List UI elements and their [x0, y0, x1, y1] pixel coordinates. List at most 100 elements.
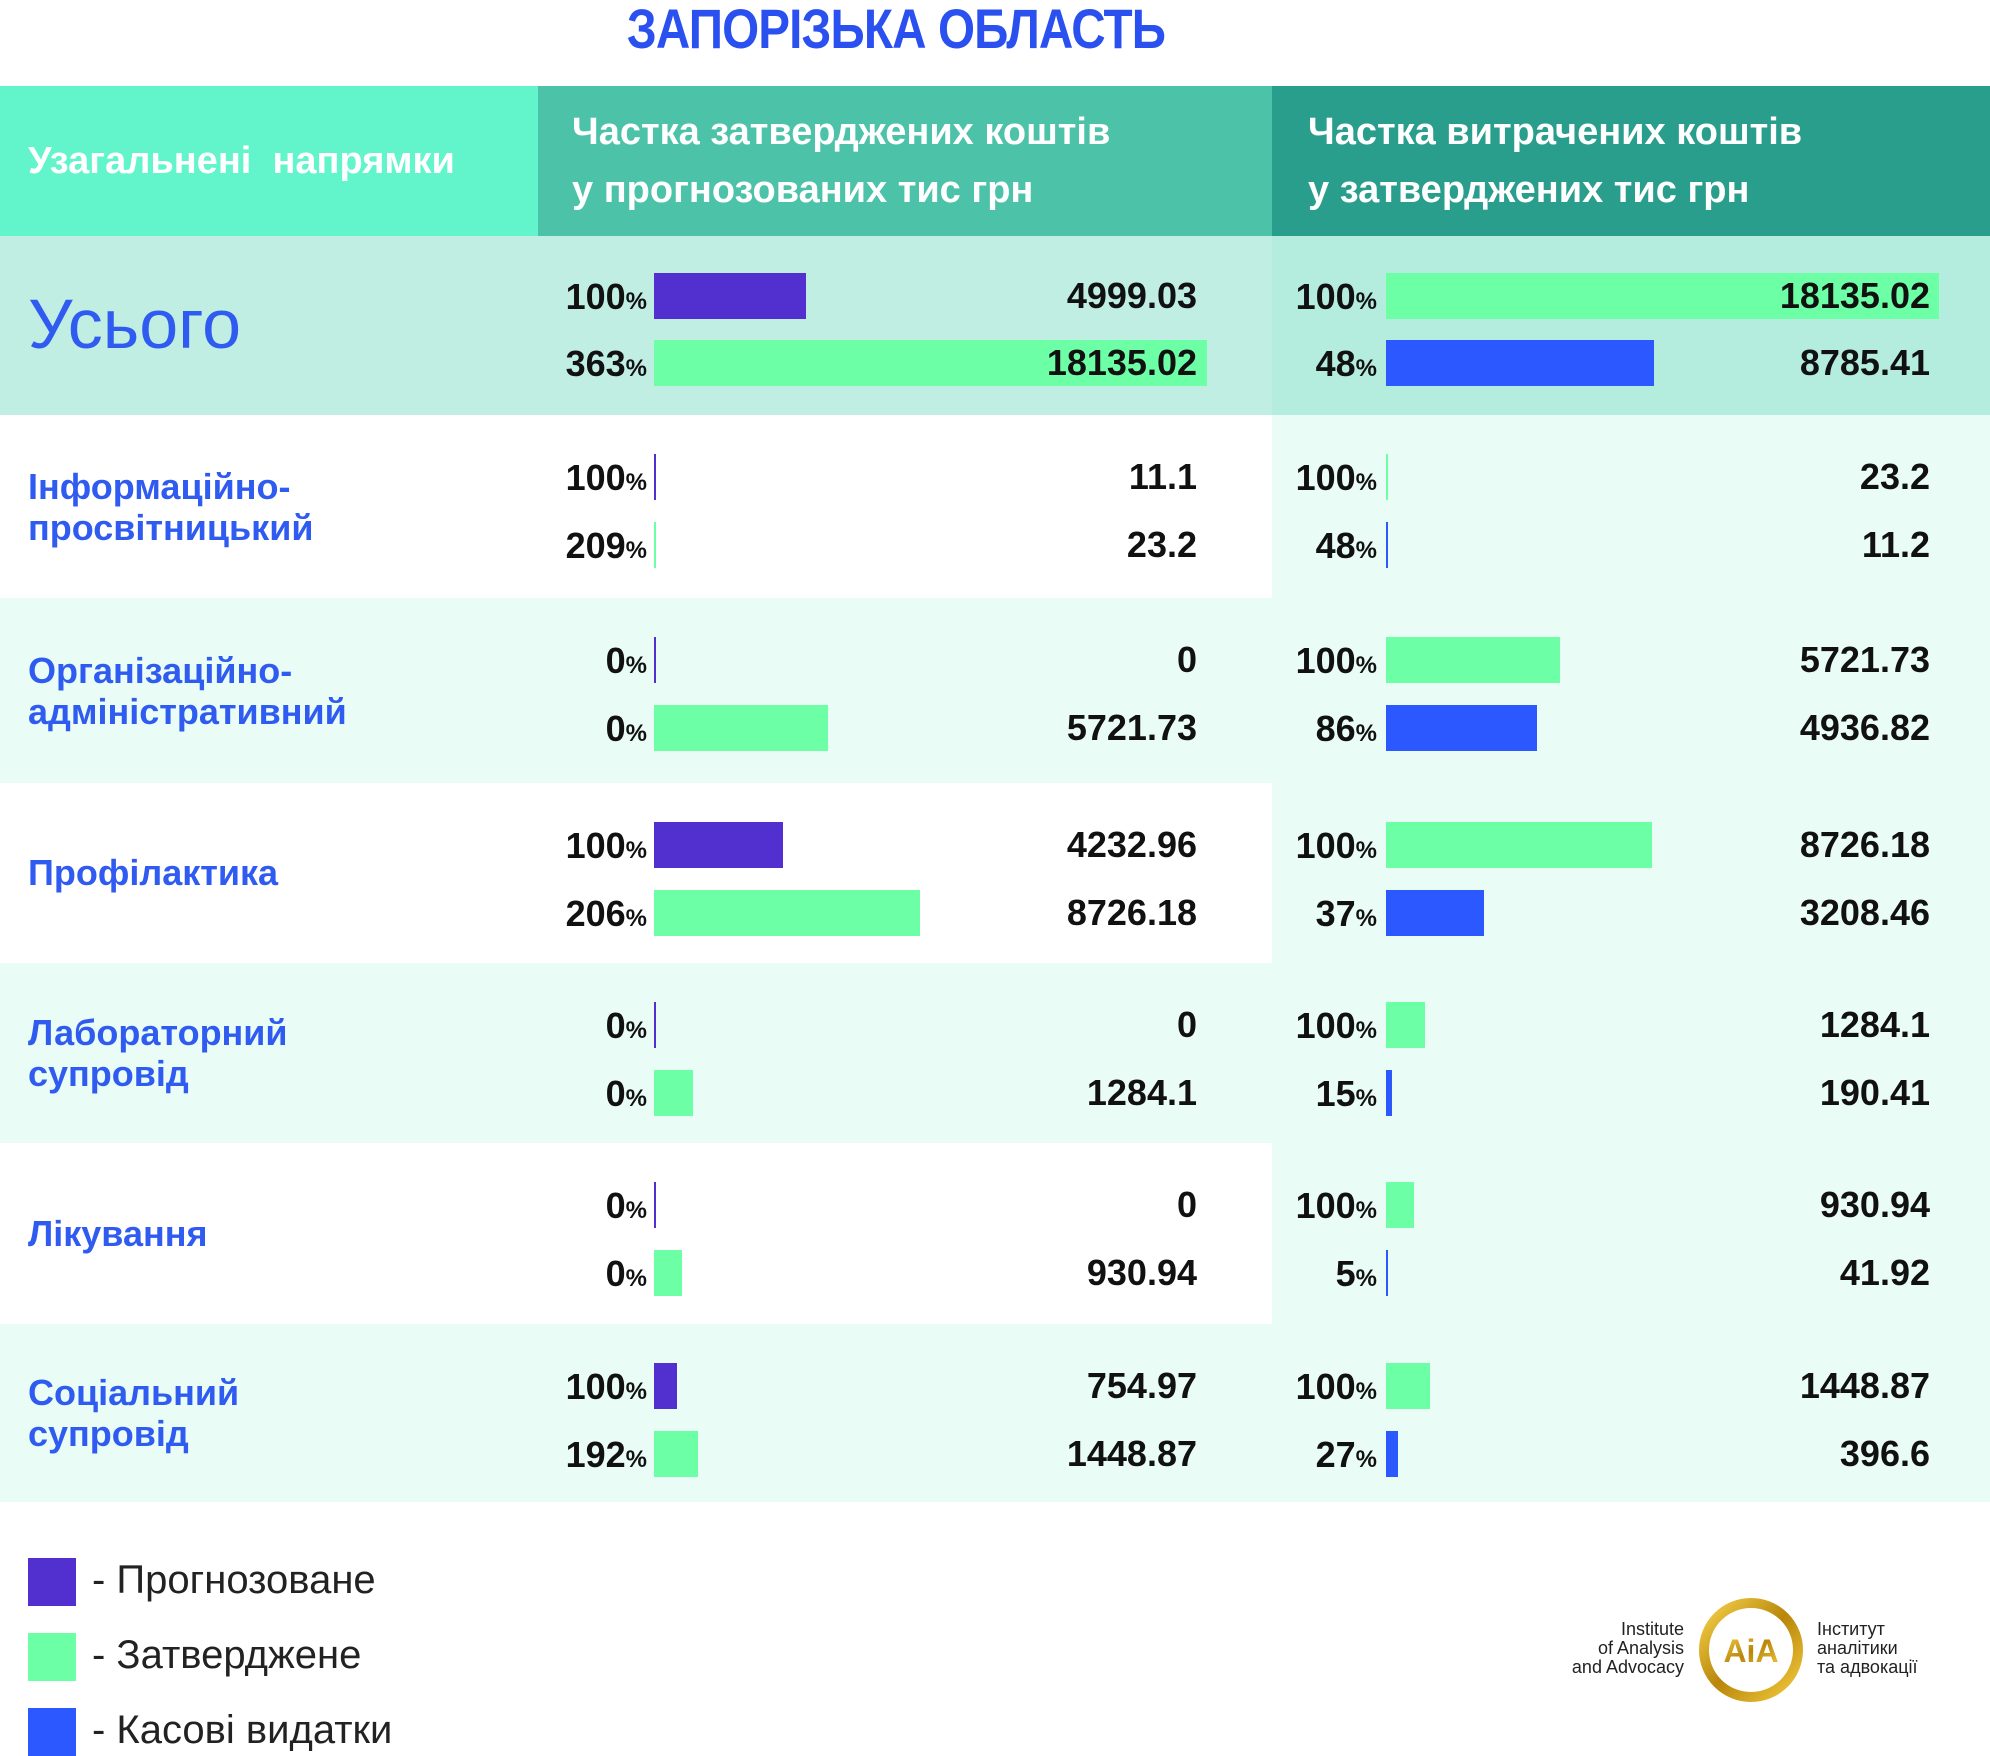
- percent-label: 15%: [1316, 1073, 1377, 1115]
- value-label: 930.94: [1086, 1252, 1197, 1293]
- value-label: 18135.02: [1046, 342, 1197, 383]
- row-label: Інформаційно- просвітницький: [28, 465, 314, 548]
- logo-uk-line: аналітики: [1817, 1638, 1898, 1658]
- percent-sign: %: [625, 469, 647, 496]
- legend-swatch-cash: [28, 1708, 76, 1756]
- row-bg-spent: [1272, 963, 1990, 1143]
- percent-value: 0: [605, 1005, 626, 1046]
- value-label: 23.2: [1859, 456, 1930, 497]
- percent-sign: %: [1355, 537, 1377, 564]
- percent-sign: %: [1355, 288, 1377, 315]
- value-label: 4999.03: [1066, 275, 1197, 316]
- value-label: 23.2: [1126, 524, 1197, 565]
- bar-cash: [1386, 1250, 1388, 1296]
- value-label: 5721.73: [1799, 639, 1930, 680]
- percent-label: 100%: [1296, 457, 1377, 499]
- percent-label: 0%: [606, 1073, 647, 1115]
- percent-value: 0: [605, 1073, 626, 1114]
- logo-text-en: Institute of Analysis and Advocacy: [1572, 1620, 1684, 1677]
- percent-value: 100: [565, 276, 626, 317]
- percent-sign: %: [625, 1017, 647, 1044]
- percent-label: 100%: [1296, 276, 1377, 318]
- value-label: 0: [1176, 1184, 1197, 1225]
- logo-text-uk: Інститут аналітики та адвокації: [1817, 1620, 1918, 1677]
- value-label: 1448.87: [1066, 1433, 1197, 1474]
- percent-value: 27: [1315, 1434, 1356, 1475]
- percent-value: 0: [605, 1185, 626, 1226]
- bar-forecast: [654, 273, 807, 319]
- percent-label: 100%: [1296, 825, 1377, 867]
- row-bg-spent: [1272, 1324, 1990, 1502]
- row-bg-label: [0, 598, 1272, 783]
- percent-sign: %: [625, 652, 647, 679]
- percent-sign: %: [1355, 837, 1377, 864]
- logo-en-line: Institute: [1620, 1619, 1684, 1639]
- bar-approved: [1386, 1002, 1426, 1048]
- percent-label: 0%: [606, 1005, 647, 1047]
- percent-label: 37%: [1316, 893, 1377, 935]
- bar-cash: [1386, 890, 1484, 936]
- percent-label: 27%: [1316, 1434, 1377, 1476]
- bar-approved: [1386, 1182, 1415, 1228]
- bar-cash: [1386, 340, 1654, 386]
- bar-approved: [654, 1431, 699, 1477]
- row-label: Організаційно- адміністративний: [28, 649, 347, 732]
- bar-approved: [1386, 1363, 1431, 1409]
- percent-sign: %: [1355, 355, 1377, 382]
- value-label: 8726.18: [1799, 824, 1930, 865]
- percent-label: 100%: [566, 1366, 647, 1408]
- percent-value: 363: [565, 343, 626, 384]
- value-label: 3208.46: [1799, 892, 1930, 933]
- bar-approved: [654, 890, 921, 936]
- row-label: Лабораторний супровід: [28, 1012, 288, 1094]
- percent-label: 363%: [566, 343, 647, 385]
- header-spent-share: Частка витрачених коштів у затверджених …: [1272, 86, 1990, 236]
- bar-approved: [654, 705, 829, 751]
- percent-label: 0%: [606, 1185, 647, 1227]
- row-label: Профілактика: [28, 852, 279, 893]
- percent-label: 0%: [606, 1253, 647, 1295]
- bar-cash: [1386, 522, 1388, 568]
- value-label: 4232.96: [1066, 824, 1197, 865]
- percent-value: 100: [1295, 276, 1356, 317]
- percent-sign: %: [1355, 1265, 1377, 1292]
- bar-forecast: [654, 454, 656, 500]
- row-bg-spent: [1272, 415, 1990, 598]
- row-label: Лікування: [28, 1212, 208, 1254]
- bar-forecast: [654, 637, 656, 683]
- value-label: 1284.1: [1086, 1072, 1197, 1113]
- percent-value: 209: [565, 525, 626, 566]
- percent-value: 37: [1315, 893, 1356, 934]
- bar-approved: [654, 522, 656, 568]
- logo-uk-line: Інститут: [1817, 1619, 1885, 1639]
- percent-label: 100%: [1296, 640, 1377, 682]
- value-label: 0: [1176, 1004, 1197, 1045]
- bar-approved: [1386, 454, 1388, 500]
- value-label: 11.2: [1861, 524, 1930, 565]
- row-bg-spent: [1272, 236, 1990, 415]
- percent-value: 0: [605, 1253, 626, 1294]
- percent-label: 48%: [1316, 343, 1377, 385]
- percent-label: 0%: [606, 708, 647, 750]
- percent-value: 100: [1295, 640, 1356, 681]
- percent-sign: %: [1355, 1197, 1377, 1224]
- legend-swatch-approved: [28, 1633, 76, 1681]
- row-bg-label: [0, 415, 1272, 598]
- value-label: 5721.73: [1066, 707, 1197, 748]
- bar-forecast: [654, 1363, 678, 1409]
- legend-swatch-forecast: [28, 1558, 76, 1606]
- percent-value: 192: [565, 1434, 626, 1475]
- header-approved-line2: у прогнозованих тис грн: [572, 169, 1034, 211]
- percent-label: 206%: [566, 893, 647, 935]
- row-bg-spent: [1272, 783, 1990, 963]
- value-label: 396.6: [1839, 1433, 1930, 1474]
- percent-value: 100: [1295, 1366, 1356, 1407]
- value-label: 754.97: [1086, 1365, 1197, 1406]
- row-bg-label: [0, 1143, 1272, 1324]
- bar-approved: [654, 1250, 683, 1296]
- percent-sign: %: [1355, 1085, 1377, 1112]
- percent-value: 100: [1295, 457, 1356, 498]
- bar-approved: [1386, 822, 1653, 868]
- percent-value: 48: [1315, 525, 1356, 566]
- logo-ring-icon: AiA: [1699, 1598, 1803, 1702]
